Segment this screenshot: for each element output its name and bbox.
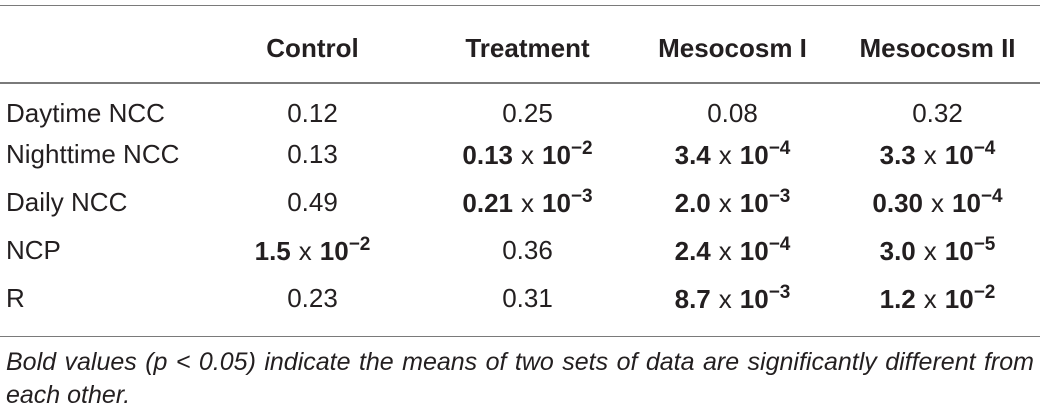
- table-cell: 3.3 x 10−4: [835, 130, 1040, 178]
- table-row: R 0.23 0.31 8.7 x 10−3 1.2 x 10−2: [0, 274, 1040, 322]
- row-label: Daily NCC: [6, 186, 128, 217]
- exponent: −2: [973, 281, 996, 303]
- base-ten: 10: [739, 139, 769, 170]
- exponent: −3: [570, 185, 593, 207]
- table-cell: 0.49: [287, 186, 338, 217]
- table-cell: 0.13 x 10−2: [425, 130, 630, 178]
- base-ten: 10: [944, 139, 974, 170]
- times-symbol: x: [923, 235, 937, 266]
- times-symbol: x: [298, 235, 312, 266]
- base-ten: 10: [739, 187, 769, 218]
- table-cell: 0.08: [707, 97, 758, 128]
- mantissa: 1.5: [254, 235, 291, 266]
- header-row: Control Treatment Mesocosm I Mesocosm II: [0, 14, 1040, 82]
- table-cell: 0.31: [502, 282, 553, 313]
- scientific-value: 1.5 x 10−2: [254, 233, 371, 266]
- mantissa: 0.21: [462, 187, 513, 218]
- table-body: Daytime NCC 0.12 0.25 0.08 0.32 Nighttime NCC…: [0, 82, 1040, 322]
- base-ten: 10: [319, 235, 349, 266]
- scientific-value: 0.13 x 10−2: [462, 137, 593, 170]
- table-cell: 0.13: [287, 138, 338, 169]
- times-symbol: x: [931, 187, 944, 218]
- times-symbol: x: [923, 283, 937, 314]
- times-symbol: x: [718, 235, 732, 266]
- mantissa: 2.4: [674, 235, 711, 266]
- exponent: −3: [768, 281, 791, 303]
- base-ten: 10: [542, 139, 571, 170]
- table-cell: 0.23: [287, 282, 338, 313]
- scientific-value: 8.7 x 10−3: [674, 281, 791, 314]
- scientific-value: 0.30 x 10−4: [872, 185, 1003, 218]
- mantissa: 8.7: [674, 283, 711, 314]
- mantissa: 0.13: [462, 139, 513, 170]
- exponent: −4: [768, 233, 791, 255]
- base-ten: 10: [944, 235, 974, 266]
- table-row: Daytime NCC 0.12 0.25 0.08 0.32: [0, 82, 1040, 130]
- scientific-value: 0.21 x 10−3: [462, 185, 593, 218]
- times-symbol: x: [718, 139, 732, 170]
- base-ten: 10: [739, 283, 769, 314]
- table-header-rule: [0, 82, 1040, 84]
- table-cell: 0.25: [502, 97, 553, 128]
- row-label: Daytime NCC: [6, 97, 165, 128]
- scientific-value: 3.4 x 10−4: [674, 137, 791, 170]
- exponent: −2: [570, 137, 593, 159]
- table-top-rule: [0, 5, 1040, 6]
- times-symbol: x: [718, 187, 732, 218]
- table-cell: 8.7 x 10−3: [630, 274, 835, 322]
- table-row: NCP 1.5 x 10−2 0.36 2.4 x 10−4 3.0 x 10−5: [0, 226, 1040, 274]
- mantissa: 3.0: [879, 235, 916, 266]
- exponent: −3: [768, 185, 791, 207]
- header-cell-mesocosm-ii: Mesocosm II: [859, 32, 1016, 63]
- exponent: −4: [973, 137, 996, 159]
- table-bottom-rule: [0, 336, 1040, 337]
- header-cell-treatment: Treatment: [465, 32, 590, 63]
- mantissa: 2.0: [674, 187, 711, 218]
- row-label: Nighttime NCC: [6, 138, 180, 169]
- header-cell-mesocosm-i: Mesocosm I: [658, 32, 807, 63]
- mantissa: 3.3: [879, 139, 916, 170]
- table-cell: 2.4 x 10−4: [630, 226, 835, 274]
- base-ten: 10: [542, 187, 571, 218]
- scientific-value: 3.0 x 10−5: [879, 233, 996, 266]
- exponent: −4: [980, 185, 1003, 207]
- mantissa: 3.4: [674, 139, 711, 170]
- table-cell: 0.32: [912, 97, 963, 128]
- exponent: −5: [973, 233, 996, 255]
- times-symbol: x: [521, 139, 534, 170]
- exponent: −2: [348, 233, 371, 255]
- scientific-value: 1.2 x 10−2: [879, 281, 996, 314]
- mantissa: 1.2: [879, 283, 916, 314]
- row-label: R: [6, 282, 25, 313]
- table-cell: 0.12: [287, 97, 338, 128]
- row-label: NCP: [6, 234, 61, 265]
- header-cell-control: Control: [266, 32, 359, 63]
- table-cell: 0.30 x 10−4: [835, 178, 1040, 226]
- scientific-value: 2.4 x 10−4: [674, 233, 791, 266]
- table-row: Daily NCC 0.49 0.21 x 10−3 2.0 x 10−3 0.30 x 10−4: [0, 178, 1040, 226]
- times-symbol: x: [923, 139, 937, 170]
- scientific-value: 2.0 x 10−3: [674, 185, 791, 218]
- table-cell: 0.21 x 10−3: [425, 178, 630, 226]
- table-row: Nighttime NCC 0.13 0.13 x 10−2 3.4 x 10−4 3.3 x 10…: [0, 130, 1040, 178]
- table-footnote: Bold values (p < 0.05) indicate the mean…: [6, 348, 1034, 409]
- table-cell: 1.2 x 10−2: [835, 274, 1040, 322]
- results-table: Control Treatment Mesocosm I Mesocosm II…: [0, 14, 1040, 322]
- table-cell: 3.4 x 10−4: [630, 130, 835, 178]
- mantissa: 0.30: [872, 187, 923, 218]
- header-cell-empty: [0, 14, 200, 82]
- table-cell: 2.0 x 10−3: [630, 178, 835, 226]
- times-symbol: x: [718, 283, 732, 314]
- base-ten: 10: [739, 235, 769, 266]
- scientific-value: 3.3 x 10−4: [879, 137, 996, 170]
- times-symbol: x: [521, 187, 534, 218]
- base-ten: 10: [952, 187, 981, 218]
- table-cell: 1.5 x 10−2: [200, 226, 425, 274]
- base-ten: 10: [944, 283, 974, 314]
- table-cell: 3.0 x 10−5: [835, 226, 1040, 274]
- exponent: −4: [768, 137, 791, 159]
- table-cell: 0.36: [502, 234, 553, 265]
